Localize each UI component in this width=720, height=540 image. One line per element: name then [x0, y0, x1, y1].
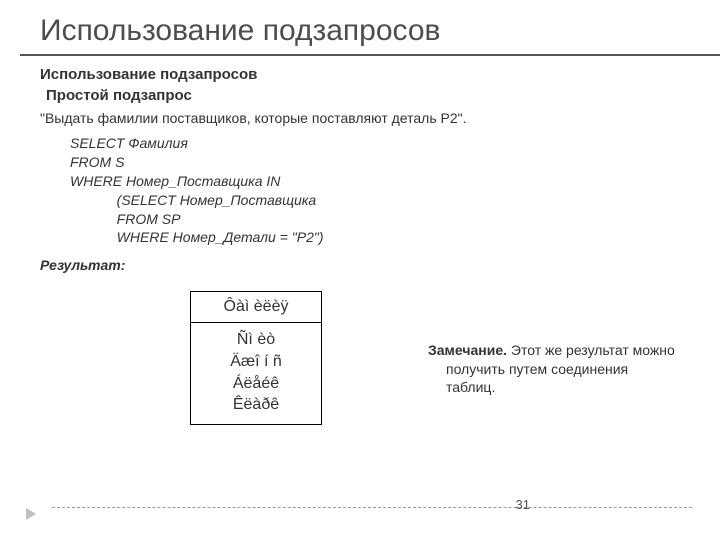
task-text: "Выдать фамилии поставщиков, которые пос…	[40, 110, 680, 126]
table-header: Ôàì èëèÿ	[191, 292, 322, 323]
page-title: Использование подзапросов	[20, 14, 680, 48]
sql-line: FROM SP	[70, 211, 180, 227]
cell-line: Áëåéê	[191, 373, 321, 395]
cell-line: Äæî í ñ	[191, 351, 321, 373]
table-row: Ôàì èëèÿ	[191, 292, 322, 323]
result-area: Ôàì èëèÿ Ñì èò Äæî í ñ Áëåéê Êëàðê Замеч…	[40, 291, 680, 471]
sql-line: FROM S	[70, 154, 124, 170]
page-number: 31	[516, 497, 530, 512]
subsection-heading: Простой подзапрос	[46, 87, 680, 104]
nav-arrow-icon	[26, 508, 36, 520]
result-table: Ôàì èëèÿ Ñì èò Äæî í ñ Áëåéê Êëàðê	[190, 291, 322, 424]
footer-divider	[52, 507, 692, 508]
sql-block: SELECT Фамилия FROM S WHERE Номер_Постав…	[70, 134, 680, 247]
slide: Использование подзапросов Использование …	[0, 0, 720, 540]
sql-line: (SELECT Номер_Поставщика	[70, 192, 316, 208]
sql-line: WHERE Номер_Детали = "P2")	[70, 229, 324, 245]
note-text: Замечание. Этот же результат можно получ…	[410, 341, 676, 396]
cell-line: Ñì èò	[191, 329, 321, 351]
table-row: Ñì èò Äæî í ñ Áëåéê Êëàðê	[191, 323, 322, 424]
note-bold: Замечание.	[428, 342, 507, 358]
sql-line: SELECT Фамилия	[70, 135, 188, 151]
cell-line: Êëàðê	[191, 394, 321, 416]
section-heading: Использование подзапросов	[40, 66, 680, 83]
title-rule	[20, 54, 720, 56]
table-cell: Ñì èò Äæî í ñ Áëåéê Êëàðê	[191, 323, 322, 424]
result-label: Результат:	[40, 257, 680, 273]
sql-line: WHERE Номер_Поставщика IN	[70, 173, 280, 189]
